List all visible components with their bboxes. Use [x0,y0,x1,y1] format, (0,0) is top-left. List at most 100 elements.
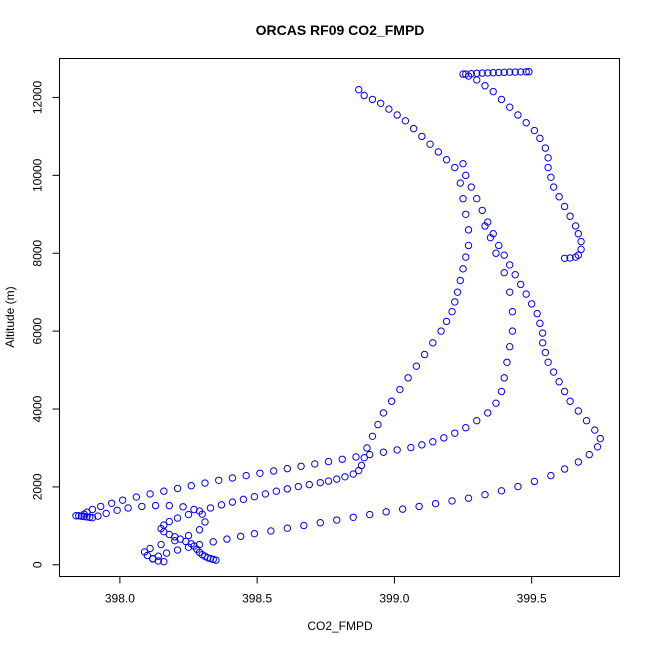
data-point [173,484,182,493]
data-point [478,69,486,77]
y-tick-label: 0 [31,561,45,568]
data-point [544,154,552,162]
point-series [149,159,604,563]
data-point [88,505,97,514]
data-point [506,103,514,111]
x-tick-label: 398.5 [242,592,272,606]
point-series [459,70,585,262]
point-series [157,85,473,564]
data-point [516,68,525,76]
data-point [574,458,583,466]
data-point [88,513,97,522]
data-point [283,485,292,493]
point-series [77,222,517,520]
point-series [72,501,209,566]
point-series [462,68,533,78]
data-point [437,327,445,335]
data-point [418,132,426,141]
data-point [379,448,388,456]
data-point [316,519,324,527]
data-point [124,504,132,512]
y-axis-label: Altitude (m) [3,286,17,347]
data-point [442,317,451,326]
data-point [593,443,602,451]
data-point [160,558,168,566]
data-point [118,496,127,504]
data-point [201,518,209,526]
data-point [250,492,259,501]
data-point [516,280,525,289]
data-point [536,319,544,328]
data-point [560,254,569,262]
data-point [217,501,226,509]
data-point [514,111,522,119]
data-point [184,531,193,540]
data-point [571,253,580,261]
x-tick-label: 399.5 [517,592,547,606]
y-axis: 0 2000 4000 6000 8000 10000 12000 [31,80,60,568]
data-point [333,475,341,483]
data-point [165,517,174,526]
data-point [107,499,116,507]
chart-title: ORCAS RF09 CO2_FMPD [256,22,425,38]
data-point [492,249,500,257]
data-point [154,557,163,565]
data-point [86,513,94,521]
data-point [495,68,503,77]
data-point [195,540,204,549]
data-point [173,546,182,554]
data-point [464,494,473,502]
data-point [560,202,569,211]
data-point [294,482,303,491]
data-point [267,527,275,535]
data-point [138,502,146,511]
data-point [83,513,91,521]
data-point [538,339,547,347]
data-point [376,99,385,107]
data-point [522,290,530,298]
data-point [187,482,195,490]
data-point [500,68,508,77]
data-point [591,426,599,434]
data-point [407,443,415,452]
data-point [549,368,558,376]
data-point [511,270,519,279]
data-point [190,505,198,514]
data-point [305,480,313,489]
data-point [467,183,475,191]
data-point [160,487,168,495]
data-point [442,156,451,164]
data-point [566,397,574,405]
data-point [363,444,371,452]
data-point [341,473,349,481]
data-point [393,446,401,454]
x-tick-label: 399.0 [379,592,409,606]
data-point [236,532,245,541]
data-point [560,387,569,396]
data-point [357,461,366,470]
data-point [77,512,86,520]
y-tick-label: 8000 [31,240,45,267]
data-point [453,288,462,296]
data-point [467,69,475,78]
data-point [261,490,270,498]
data-point [506,261,514,269]
data-point [352,453,360,461]
data-point [464,226,473,234]
data-point [324,477,333,485]
data-point [530,477,539,486]
x-axis-label: CO2_FMPD [307,619,373,633]
data-point [415,502,423,511]
data-point [555,378,563,386]
data-point [547,471,555,480]
data-point [497,95,506,104]
data-point [311,460,319,468]
data-point [484,409,492,417]
data-point [338,455,346,463]
data-point [256,469,264,477]
data-point [560,465,569,473]
data-point [366,510,374,519]
data-point [489,87,497,96]
data-point [385,105,393,113]
